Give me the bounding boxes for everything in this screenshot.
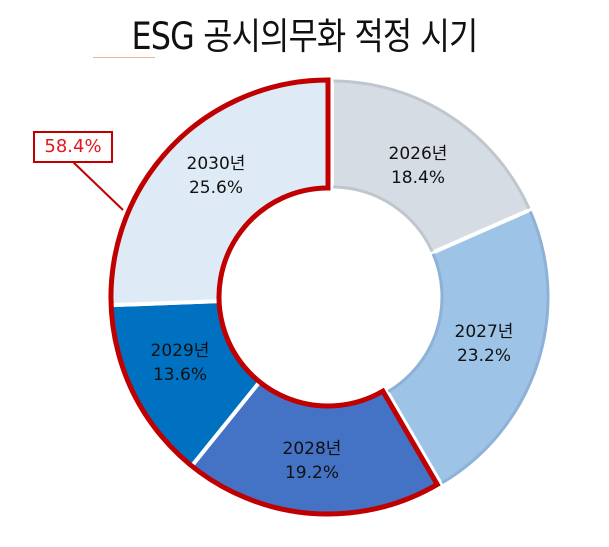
highlight-callout: 58.4%	[33, 131, 113, 163]
callout-leader-line	[71, 160, 124, 211]
title-underline	[93, 57, 155, 58]
slice-labels: 2026년 18.4% 2027년 23.2% 2028년 19.2% 2029…	[151, 144, 514, 483]
label-2029-year: 2029년	[151, 341, 210, 361]
label-2028-year: 2028년	[283, 439, 342, 459]
chart-title: ESG 공시의무화 적정 시기	[131, 15, 479, 58]
highlight-outline	[108, 77, 441, 517]
highlight-group-outline	[108, 77, 441, 517]
label-2029-pct: 13.6%	[153, 365, 207, 385]
label-2026-year: 2026년	[389, 144, 448, 164]
label-2030-year: 2030년	[187, 154, 246, 174]
label-2027-pct: 23.2%	[457, 346, 511, 366]
label-2027-year: 2027년	[455, 322, 514, 342]
label-2030-pct: 25.6%	[189, 178, 243, 198]
label-2026-pct: 18.4%	[391, 168, 445, 188]
slice-edge-2026	[333, 79, 531, 253]
slice-edge-2027	[387, 210, 550, 485]
label-2028-pct: 19.2%	[285, 463, 339, 483]
